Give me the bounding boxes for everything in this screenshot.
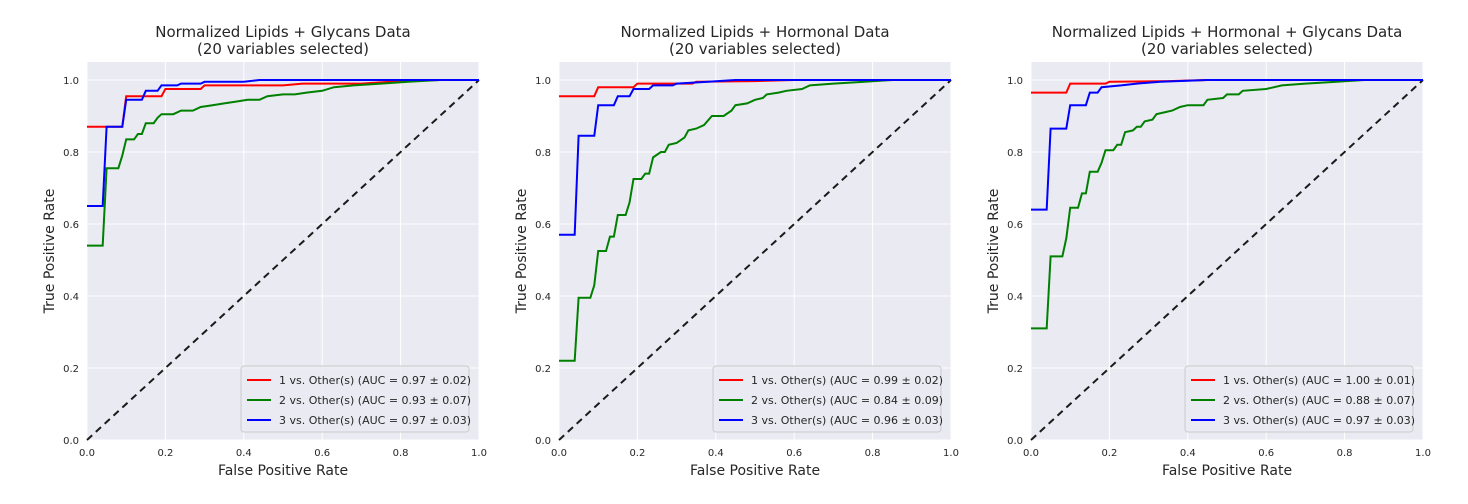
roc-curve-class-2 [559, 79, 951, 362]
chart-subtitle: (20 variables selected) [669, 40, 841, 58]
y-axis-label: True Positive Rate [986, 189, 1002, 315]
y-tick-label: 0.2 [535, 364, 551, 375]
y-tick-label: 1.0 [1007, 76, 1023, 87]
x-axis-label: False Positive Rate [690, 463, 820, 479]
x-tick-label: 1.0 [471, 448, 487, 459]
y-tick-label: 0.0 [63, 436, 79, 447]
x-tick-label: 0.8 [393, 448, 409, 459]
x-tick-label: 0.0 [551, 448, 567, 459]
x-tick-label: 0.4 [708, 448, 724, 459]
y-tick-label: 1.0 [535, 76, 551, 87]
chart-subtitle: (20 variables selected) [1141, 40, 1313, 58]
y-tick-label: 0.4 [535, 292, 551, 303]
y-tick-label: 0.2 [63, 364, 79, 375]
y-tick-label: 0.4 [63, 292, 79, 303]
legend-box [1184, 365, 1414, 433]
chance-diagonal-line [86, 79, 480, 441]
x-axis-label: False Positive Rate [1162, 463, 1292, 479]
y-tick-label: 0.2 [1007, 364, 1023, 375]
legend-label: 3 vs. Other(s) (AUC = 0.97 ± 0.03) [1223, 414, 1415, 427]
x-tick-label: 0.2 [157, 448, 173, 459]
y-tick-label: 0.6 [1007, 220, 1023, 231]
x-tick-label: 0.6 [314, 448, 330, 459]
x-tick-label: 0.8 [1337, 448, 1353, 459]
roc-panel-2: 0.0 0.2 0.4 0.6 0.8 1.0 0.0 0.2 0.4 0.6 0.8 1.0 Norm… [514, 23, 959, 479]
y-tick-label: 0.4 [1007, 292, 1023, 303]
x-tick-label: 0.0 [79, 448, 95, 459]
legend-label: 1 vs. Other(s) (AUC = 0.99 ± 0.02) [751, 374, 943, 387]
roc-curve-class-3 [87, 79, 479, 207]
legend-label: 2 vs. Other(s) (AUC = 0.93 ± 0.07) [279, 394, 471, 407]
chart-title: Normalized Lipids + Glycans Data [155, 23, 411, 41]
x-tick-label: 0.8 [865, 448, 881, 459]
x-tick-label: 0.6 [1258, 448, 1274, 459]
x-tick-label: 0.6 [786, 448, 802, 459]
x-tick-label: 0.0 [1023, 448, 1039, 459]
legend-label: 2 vs. Other(s) (AUC = 0.84 ± 0.09) [751, 394, 943, 407]
x-tick-label: 0.4 [236, 448, 252, 459]
y-tick-label: 0.8 [535, 148, 551, 159]
y-tick-label: 0.8 [1007, 148, 1023, 159]
chart-subtitle: (20 variables selected) [197, 40, 369, 58]
y-tick-label: 1.0 [63, 76, 79, 87]
roc-curve-class-2 [87, 79, 479, 247]
y-tick-label: 0.6 [535, 220, 551, 231]
x-tick-label: 0.4 [1180, 448, 1196, 459]
x-axis-label: False Positive Rate [218, 463, 348, 479]
legend-label: 1 vs. Other(s) (AUC = 0.97 ± 0.02) [279, 374, 471, 387]
x-tick-label: 1.0 [943, 448, 959, 459]
x-tick-label: 0.2 [1101, 448, 1117, 459]
roc-panel-3: 0.0 0.2 0.4 0.6 0.8 1.0 0.0 0.2 0.4 0.6 0.8 1.0 Norm… [986, 23, 1431, 479]
x-tick-label: 1.0 [1415, 448, 1431, 459]
legend-box [240, 365, 470, 433]
legend-label: 3 vs. Other(s) (AUC = 0.96 ± 0.03) [751, 414, 943, 427]
y-tick-label: 0.6 [63, 220, 79, 231]
y-axis-label: True Positive Rate [42, 189, 58, 315]
legend-box [712, 365, 942, 433]
y-axis-label: True Positive Rate [514, 189, 530, 315]
roc-panel-1: 0.0 0.2 0.4 0.6 0.8 1.0 0.0 0.2 0.4 0.6 0.8 1.0 Norm… [42, 23, 487, 479]
y-tick-label: 0.8 [63, 148, 79, 159]
legend-label: 3 vs. Other(s) (AUC = 0.97 ± 0.03) [279, 414, 471, 427]
roc-curve-class-3 [1031, 79, 1423, 211]
legend-label: 1 vs. Other(s) (AUC = 1.00 ± 0.01) [1223, 374, 1415, 387]
chart-title: Normalized Lipids + Hormonal Data [620, 23, 889, 41]
chance-diagonal-line [1030, 79, 1424, 441]
roc-curve-class-2 [1031, 79, 1423, 330]
chance-diagonal-line [558, 79, 952, 441]
legend-label: 2 vs. Other(s) (AUC = 0.88 ± 0.07) [1223, 394, 1415, 407]
roc-curve-class-1 [87, 79, 479, 128]
x-tick-label: 0.2 [629, 448, 645, 459]
chart-title: Normalized Lipids + Hormonal + Glycans D… [1052, 23, 1403, 41]
y-tick-label: 0.0 [535, 436, 551, 447]
y-tick-label: 0.0 [1007, 436, 1023, 447]
roc-curve-class-3 [559, 79, 951, 236]
